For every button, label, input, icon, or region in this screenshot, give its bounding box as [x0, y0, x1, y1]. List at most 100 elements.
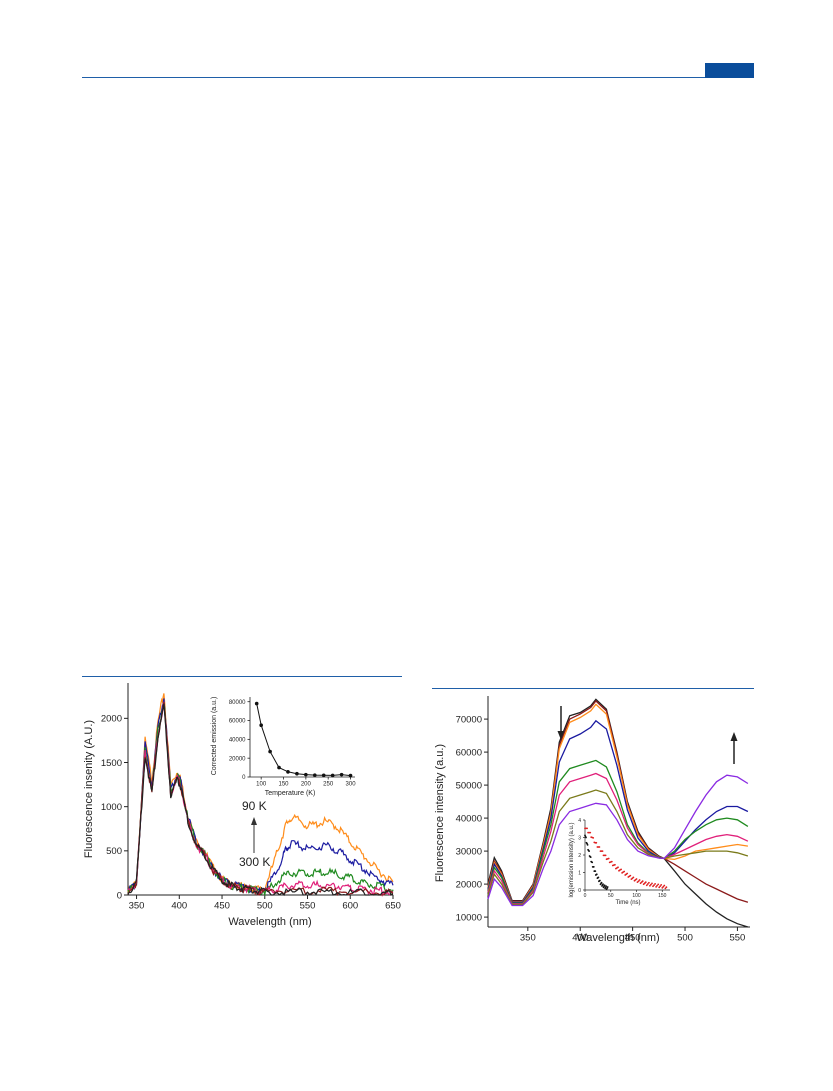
left-inset-point	[286, 770, 290, 774]
right-y-tick-label: 60000	[456, 747, 482, 758]
right-series-3	[487, 719, 749, 903]
right-y-tick-label: 20000	[456, 879, 482, 890]
right-inset-point-1	[660, 884, 663, 886]
left-x-tick-label: 500	[257, 901, 273, 912]
right-inset-point-0	[585, 836, 587, 839]
right-inset-point-1	[661, 887, 664, 889]
annotation-90k: 90 K	[242, 799, 267, 813]
right-inset-point-1	[664, 887, 667, 890]
figure-left-rule	[82, 676, 402, 677]
figure-right-rule	[432, 688, 754, 689]
right-x-tick-label: 500	[677, 933, 693, 944]
right-inset-point-1	[645, 884, 648, 887]
right-y-tick-label: 10000	[456, 912, 482, 923]
right-inset-point-1	[589, 831, 592, 834]
right-inset-point-0	[592, 866, 595, 868]
right-inset-x-tick-label: 0	[584, 893, 587, 899]
left-inset-point	[295, 771, 299, 776]
left-chart-xlabel: Wavelength (nm)	[228, 916, 311, 928]
right-inset-ylabel: log(emission intensity) (a.u.)	[569, 822, 575, 897]
right-inset-point-1	[614, 863, 616, 866]
left-inset-x-tick-label: 150	[279, 782, 290, 788]
right-inset-x-tick-label: 100	[632, 893, 641, 899]
right-inset-y-tick-label: 0	[578, 888, 581, 894]
right-inset-y-tick-label: 1	[578, 870, 581, 876]
right-inset-point-1	[657, 883, 660, 886]
left-inset-y-tick-label: 80000	[229, 700, 246, 706]
left-inset-ylabel: Corrected emission (a.u.)	[211, 697, 218, 776]
left-inset-xlabel: Temperature (K)	[265, 790, 316, 797]
right-inset-point-1	[650, 883, 652, 886]
left-inset-point	[277, 765, 281, 770]
right-inset-point-0	[599, 879, 601, 882]
right-inset-point-0	[588, 850, 590, 852]
right-inset-point-1	[656, 884, 658, 887]
right-inset-point-1	[592, 837, 595, 839]
right-inset-point-1	[629, 874, 632, 877]
right-inset-point-1	[662, 885, 665, 888]
right-inset-point-1	[651, 882, 653, 885]
right-inset-point-0	[605, 885, 607, 888]
right-inset-point-1	[601, 850, 604, 852]
left-series-5	[127, 703, 394, 897]
left-inset-chart: 100 150 200 250 300 0 20000 40000 60000 80000	[229, 697, 356, 788]
right-inset-point-0	[589, 856, 592, 858]
left-inset-x-tick-label: 200	[301, 782, 312, 788]
right-inset-point-1	[598, 846, 601, 848]
right-inset-point-1	[635, 878, 638, 880]
right-inset-point-0	[602, 883, 604, 886]
down-arrow	[557, 706, 565, 740]
right-x-tick-label: 550	[729, 933, 745, 944]
left-x-tick-label: 650	[385, 901, 401, 912]
right-inset-point-0	[591, 861, 594, 864]
right-inset-point-1	[652, 885, 654, 888]
left-inset-x-tick-label: 250	[323, 782, 334, 788]
left-inset-point	[259, 723, 263, 728]
right-inset-point-1	[610, 860, 613, 863]
right-inset-point-1	[665, 886, 668, 889]
right-inset-chart: 0 50 100 150 0 1 2 3 4	[578, 818, 670, 899]
right-chart-series	[487, 698, 749, 928]
right-inset-point-1	[595, 841, 598, 844]
right-series-6	[487, 789, 749, 906]
right-x-tick-label: 400	[572, 933, 588, 944]
right-inset-point-0	[595, 873, 598, 876]
right-inset-point-0	[606, 886, 609, 888]
right-inset-point-1	[620, 868, 622, 871]
right-inset-y-tick-label: 2	[578, 853, 581, 859]
right-inset-y-tick-label: 4	[578, 818, 581, 824]
right-inset-point-1	[648, 881, 650, 884]
right-series-4	[487, 759, 749, 904]
left-x-tick-label: 400	[171, 901, 187, 912]
right-inset-x-tick-label: 50	[608, 893, 614, 899]
right-inset-point-1	[604, 854, 607, 857]
right-inset-point-1	[626, 872, 629, 875]
right-x-tick-label: 450	[625, 933, 641, 944]
right-y-tick-label: 40000	[456, 813, 482, 824]
right-inset-point-1	[617, 866, 619, 869]
left-inset-y-tick-label: 60000	[229, 719, 246, 725]
right-inset-point-0	[594, 870, 597, 872]
right-series-5	[487, 772, 749, 905]
header-tab	[705, 63, 754, 78]
left-chart-series	[127, 693, 394, 898]
left-y-tick-label: 500	[106, 846, 122, 857]
right-inset-point-1	[649, 884, 651, 887]
right-inset-point-1	[607, 857, 610, 860]
right-inset-point-1	[639, 882, 642, 885]
left-inset-y-tick-label: 0	[242, 775, 246, 781]
left-chart-ylabel: Fluorescence insenity (A.U.)	[83, 720, 95, 858]
right-inset-point-1	[659, 885, 662, 887]
left-inset-point	[312, 773, 317, 777]
left-x-tick-label: 350	[129, 901, 145, 912]
left-inset-y-tick-label: 20000	[229, 756, 246, 762]
right-inset-x-tick-label: 150	[658, 893, 667, 899]
left-y-tick-label: 2000	[101, 714, 122, 725]
left-inset-y-tick-label: 40000	[229, 737, 246, 743]
left-inset-point	[348, 773, 353, 778]
right-inset-point-1	[646, 883, 649, 885]
right-inset-point-1	[653, 884, 655, 886]
